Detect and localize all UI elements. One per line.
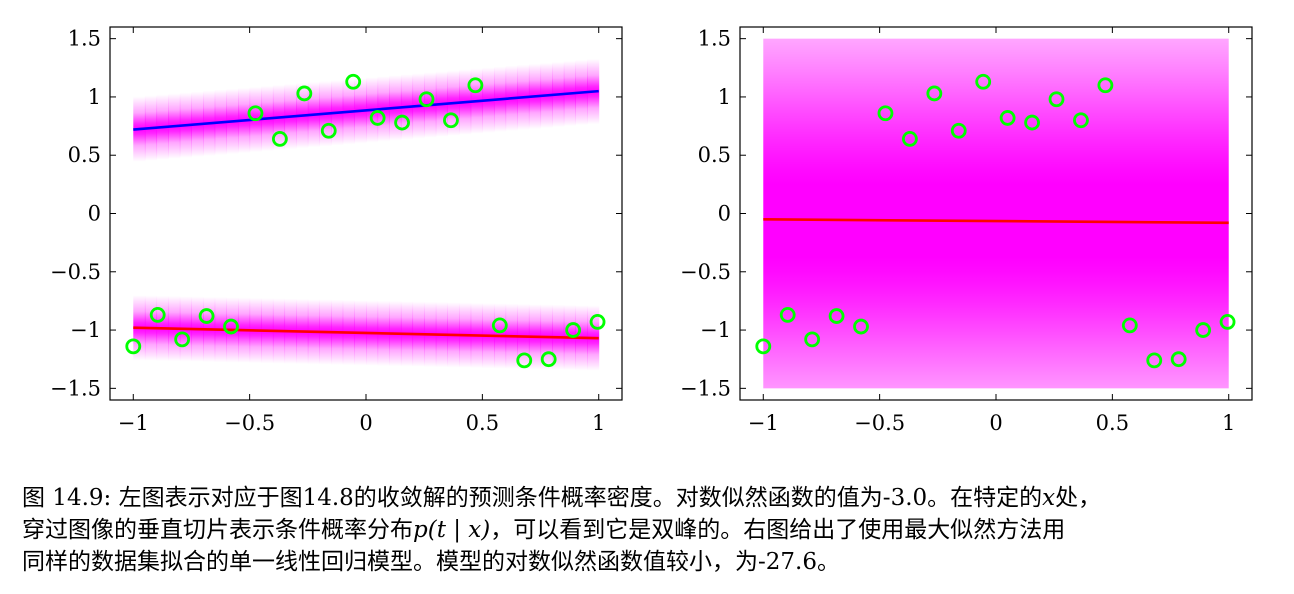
y-tick-label: −1.5 — [680, 376, 731, 400]
red-regression-line — [763, 218, 1229, 225]
x-tick-label: 0.5 — [466, 411, 499, 435]
data-point — [877, 105, 894, 122]
density-wide-band — [763, 38, 1229, 389]
left-plot-area — [133, 58, 600, 371]
caption-math-x: x — [1042, 485, 1056, 511]
y-tick-label: 0.5 — [68, 143, 101, 167]
data-point — [1219, 314, 1236, 330]
data-point — [950, 122, 967, 139]
data-point — [174, 331, 191, 348]
data-point — [1024, 114, 1040, 131]
caption-line-2-text-a: 穿过图像的垂直切片表示条件概率分布 — [22, 517, 413, 543]
data-point — [271, 130, 288, 147]
data-point — [1146, 352, 1163, 369]
caption-line-2-text-b: ，可以看到它是双峰的。右图给出了使用最大似然方法用 — [490, 517, 1066, 543]
data-point — [149, 307, 166, 323]
x-tick-label: 1 — [1222, 411, 1235, 435]
data-point — [394, 114, 410, 131]
red-regression-line — [133, 326, 599, 340]
data-point — [345, 73, 362, 90]
data-point — [1195, 322, 1212, 338]
data-point — [443, 112, 459, 129]
y-tick-label: 1.5 — [68, 27, 101, 51]
data-point — [125, 338, 142, 355]
data-point — [901, 130, 918, 147]
data-point — [999, 110, 1016, 126]
data-point — [853, 318, 869, 335]
data-point — [369, 110, 386, 126]
data-point — [516, 352, 533, 369]
data-point — [589, 314, 606, 330]
y-tick-label: −1 — [70, 318, 101, 342]
data-point — [779, 307, 796, 323]
caption-line-2: 穿过图像的垂直切片表示条件概率分布p(t | x)，可以看到它是双峰的。右图给出… — [22, 514, 1284, 546]
right-chart-panel: −1 −0.5 0 0.5 1 1.5 1 0.5 0 −0.5 −1 −1.5 — [680, 26, 1253, 435]
y-tick-label: −0.5 — [680, 260, 731, 284]
x-tick-label: 1 — [592, 411, 605, 435]
y-tick-label: 0 — [88, 202, 101, 226]
x-tick-label: 0.5 — [1096, 411, 1129, 435]
data-point — [418, 91, 435, 108]
data-point — [926, 85, 943, 102]
data-point — [540, 351, 557, 368]
figure: −1 −0.5 0 0.5 1 1.5 1 0.5 0 −0.5 −1 −1.5 −1 −0.5 0 0.5… — [50, 26, 1253, 435]
data-point — [828, 308, 845, 324]
data-point — [491, 317, 508, 334]
x-tick-label: −0.5 — [224, 411, 275, 435]
figure-caption: 图 14.9: 左图表示对应于图14.8的收敛解的预测条件概率密度。对数似然函数… — [22, 482, 1284, 578]
data-point — [296, 85, 313, 102]
data-point — [975, 73, 992, 90]
x-tick-label: −1 — [118, 411, 149, 435]
blue-regression-line — [133, 89, 599, 131]
left-chart-panel: −1 −0.5 0 0.5 1 1.5 1 0.5 0 −0.5 −1 −1.5 — [50, 26, 623, 435]
y-tick-label: −1 — [700, 318, 731, 342]
data-point — [755, 338, 772, 355]
caption-line-1: 图 14.9: 左图表示对应于图14.8的收敛解的预测条件概率密度。对数似然函数… — [22, 482, 1284, 514]
right-plot-area — [763, 38, 1229, 389]
data-point — [1073, 112, 1089, 129]
y-tick-label: −1.5 — [50, 376, 101, 400]
data-point — [467, 77, 484, 94]
data-point — [223, 318, 239, 335]
data-point — [1048, 91, 1065, 108]
y-tick-label: 0 — [718, 202, 731, 226]
data-point — [247, 105, 264, 122]
caption-line-1-text-a: 图 14.9: 左图表示对应于图14.8的收敛解的预测条件概率密度。对数似然函数… — [22, 485, 1043, 511]
x-tick-label: −1 — [748, 411, 779, 435]
data-point — [198, 308, 215, 324]
data-point — [1121, 317, 1138, 334]
x-tick-label: 0 — [359, 411, 372, 435]
y-tick-label: 0.5 — [698, 143, 731, 167]
x-tick-label: 0 — [989, 411, 1002, 435]
data-point — [804, 331, 821, 348]
y-tick-label: −0.5 — [50, 260, 101, 284]
y-tick-label: 1 — [88, 85, 101, 109]
data-point — [320, 122, 337, 139]
y-tick-label: 1.5 — [698, 27, 731, 51]
caption-line-3: 同样的数据集拟合的单一线性回归模型。模型的对数似然函数值较小，为-27.6。 — [22, 549, 840, 575]
data-point — [1170, 351, 1187, 368]
caption-math-conditional: p(t | x) — [413, 517, 491, 543]
y-tick-label: 1 — [718, 85, 731, 109]
x-tick-label: −0.5 — [854, 411, 905, 435]
data-point — [1097, 77, 1114, 94]
data-point — [565, 322, 582, 338]
caption-line-1-text-b: 处， — [1055, 485, 1102, 511]
